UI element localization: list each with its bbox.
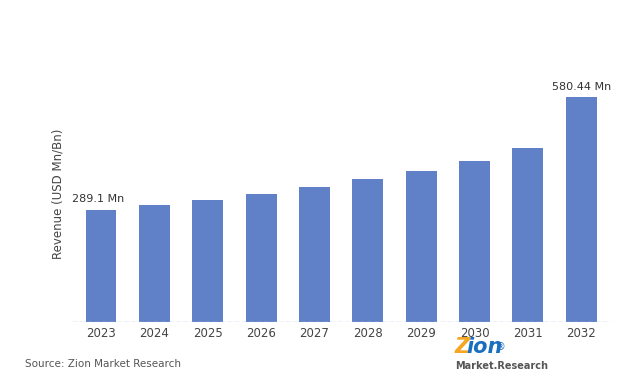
Bar [406,171,437,322]
Bar [566,97,597,322]
Text: Market.Research: Market.Research [455,361,548,371]
Text: Source: Zion Market Research: Source: Zion Market Research [25,358,181,369]
Text: 2024-2032 (USD Million): 2024-2032 (USD Million) [182,21,383,36]
Bar [85,210,117,322]
Bar [459,161,490,322]
Text: CAGR : 7.20%: CAGR : 7.20% [120,80,226,94]
Bar [193,200,223,322]
Bar [299,187,330,322]
Text: 289.1 Mn: 289.1 Mn [72,195,125,204]
Text: ion: ion [466,337,502,357]
Text: 580.44 Mn: 580.44 Mn [551,82,611,92]
Text: Global Vegetable Oil Market,: Global Vegetable Oil Market, [0,19,178,37]
Text: Z: Z [455,337,470,357]
Bar [139,205,170,322]
Bar [512,148,543,322]
Y-axis label: Revenue (USD Mn/Bn): Revenue (USD Mn/Bn) [52,129,65,259]
Bar [245,194,277,322]
Text: ®: ® [495,342,505,352]
Bar [352,179,383,322]
